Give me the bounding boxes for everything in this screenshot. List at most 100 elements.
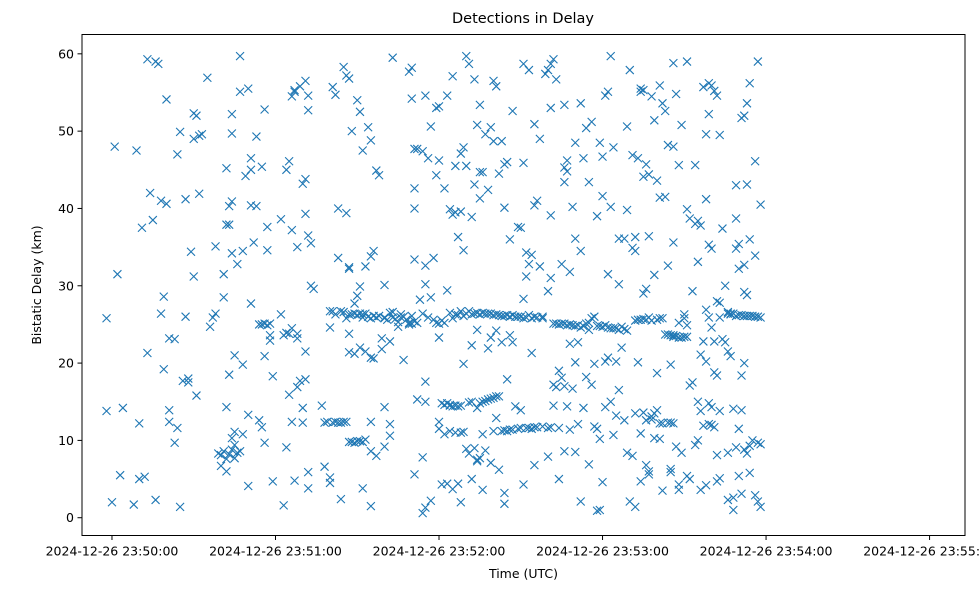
scatter-point xyxy=(559,381,569,391)
scatter-point xyxy=(704,240,714,250)
scatter-point xyxy=(159,292,169,301)
scatter-point xyxy=(445,426,455,436)
scatter-point xyxy=(655,313,665,323)
scatter-point xyxy=(197,129,207,139)
scatter-point xyxy=(175,127,185,137)
scatter-point xyxy=(679,309,689,319)
scatter-point xyxy=(412,144,422,154)
scatter-point xyxy=(745,468,755,478)
scatter-point xyxy=(696,485,706,495)
scatter-point xyxy=(230,453,240,463)
scatter-point xyxy=(709,422,719,432)
scatter-point xyxy=(194,131,204,141)
scatter-point xyxy=(568,202,577,212)
scatter-point xyxy=(666,360,676,370)
scatter-point xyxy=(170,438,180,448)
scatter-point xyxy=(647,91,656,101)
scatter-point xyxy=(576,98,586,108)
scatter-point xyxy=(513,312,523,322)
scatter-point xyxy=(584,177,594,187)
scatter-point xyxy=(410,470,419,479)
scatter-point xyxy=(276,309,286,319)
scatter-point xyxy=(693,216,703,226)
scatter-point xyxy=(344,262,354,272)
scatter-point xyxy=(186,247,196,257)
x-tick-label: 2024-12-26 23:50:00 xyxy=(46,544,179,559)
scatter-point xyxy=(491,81,501,91)
scatter-point xyxy=(192,391,201,400)
scatter-point xyxy=(456,306,466,316)
scatter-point xyxy=(320,418,329,428)
scatter-point xyxy=(442,286,452,295)
scatter-point xyxy=(284,329,294,339)
scatter-point xyxy=(429,253,438,263)
scatter-point xyxy=(453,401,463,411)
scatter-point xyxy=(546,103,556,113)
scatter-point xyxy=(478,429,488,439)
scatter-point xyxy=(682,320,692,330)
scatter-point xyxy=(628,150,637,160)
scatter-point xyxy=(731,214,741,223)
scatter-point xyxy=(715,313,725,322)
scatter-point xyxy=(483,395,493,404)
x-axis-ticks: 2024-12-26 23:50:00 2024-12-26 23:51:00 20… xyxy=(46,535,980,559)
scatter-point xyxy=(570,357,580,367)
scatter-point xyxy=(172,423,182,433)
scatter-point xyxy=(693,397,703,407)
scatter-point xyxy=(573,419,583,429)
chart-title: Detections in Delay xyxy=(452,11,594,27)
scatter-point xyxy=(227,445,237,455)
scatter-point xyxy=(641,460,651,470)
scatter-point xyxy=(249,238,259,247)
scatter-point xyxy=(516,405,526,415)
scatter-point xyxy=(559,446,569,456)
scatter-point xyxy=(739,260,749,270)
scatter-point xyxy=(224,201,234,211)
scatter-point xyxy=(211,241,220,251)
scatter-point xyxy=(559,177,569,187)
scatter-point xyxy=(382,315,392,325)
scatter-point xyxy=(715,473,725,483)
scatter-point xyxy=(151,495,160,505)
scatter-point xyxy=(434,156,444,165)
scatter-point xyxy=(459,142,468,152)
scatter-point xyxy=(448,313,458,323)
scatter-point xyxy=(565,320,575,329)
scatter-point xyxy=(222,163,231,173)
scatter-point xyxy=(728,493,738,503)
scatter-point xyxy=(145,188,155,198)
scatter-point xyxy=(404,67,414,77)
scatter-point xyxy=(118,403,128,413)
scatter-point xyxy=(434,417,444,427)
scatter-point xyxy=(519,480,528,489)
scatter-point xyxy=(633,357,643,367)
scatter-point xyxy=(189,272,199,281)
scatter-point xyxy=(497,337,507,347)
scatter-point xyxy=(341,313,351,323)
scatter-point xyxy=(404,320,414,329)
scatter-point xyxy=(669,330,678,340)
scatter-point xyxy=(649,270,659,280)
scatter-point xyxy=(224,449,234,459)
scatter-point xyxy=(505,425,515,434)
scatter-point xyxy=(644,231,654,241)
scatter-point xyxy=(287,417,297,427)
scatter-point xyxy=(448,71,458,81)
scatter-point xyxy=(227,109,237,119)
scatter-point xyxy=(562,401,572,411)
scatter-point xyxy=(486,394,496,404)
scatter-point xyxy=(641,160,651,169)
scatter-point xyxy=(431,318,441,328)
scatter-point xyxy=(750,251,760,261)
x-axis-title: Time (UTC) xyxy=(488,566,558,581)
scatter-point xyxy=(385,419,395,429)
y-tick-label: 40 xyxy=(58,201,74,216)
scatter-point xyxy=(292,242,302,252)
scatter-point xyxy=(358,146,368,155)
scatter-point xyxy=(622,122,632,131)
scatter-point xyxy=(295,376,305,386)
scatter-point xyxy=(524,259,534,269)
x-tick-label: 2024-12-26 23:52:00 xyxy=(373,544,506,559)
scatter-point xyxy=(658,313,667,323)
scatter-point xyxy=(622,205,632,215)
